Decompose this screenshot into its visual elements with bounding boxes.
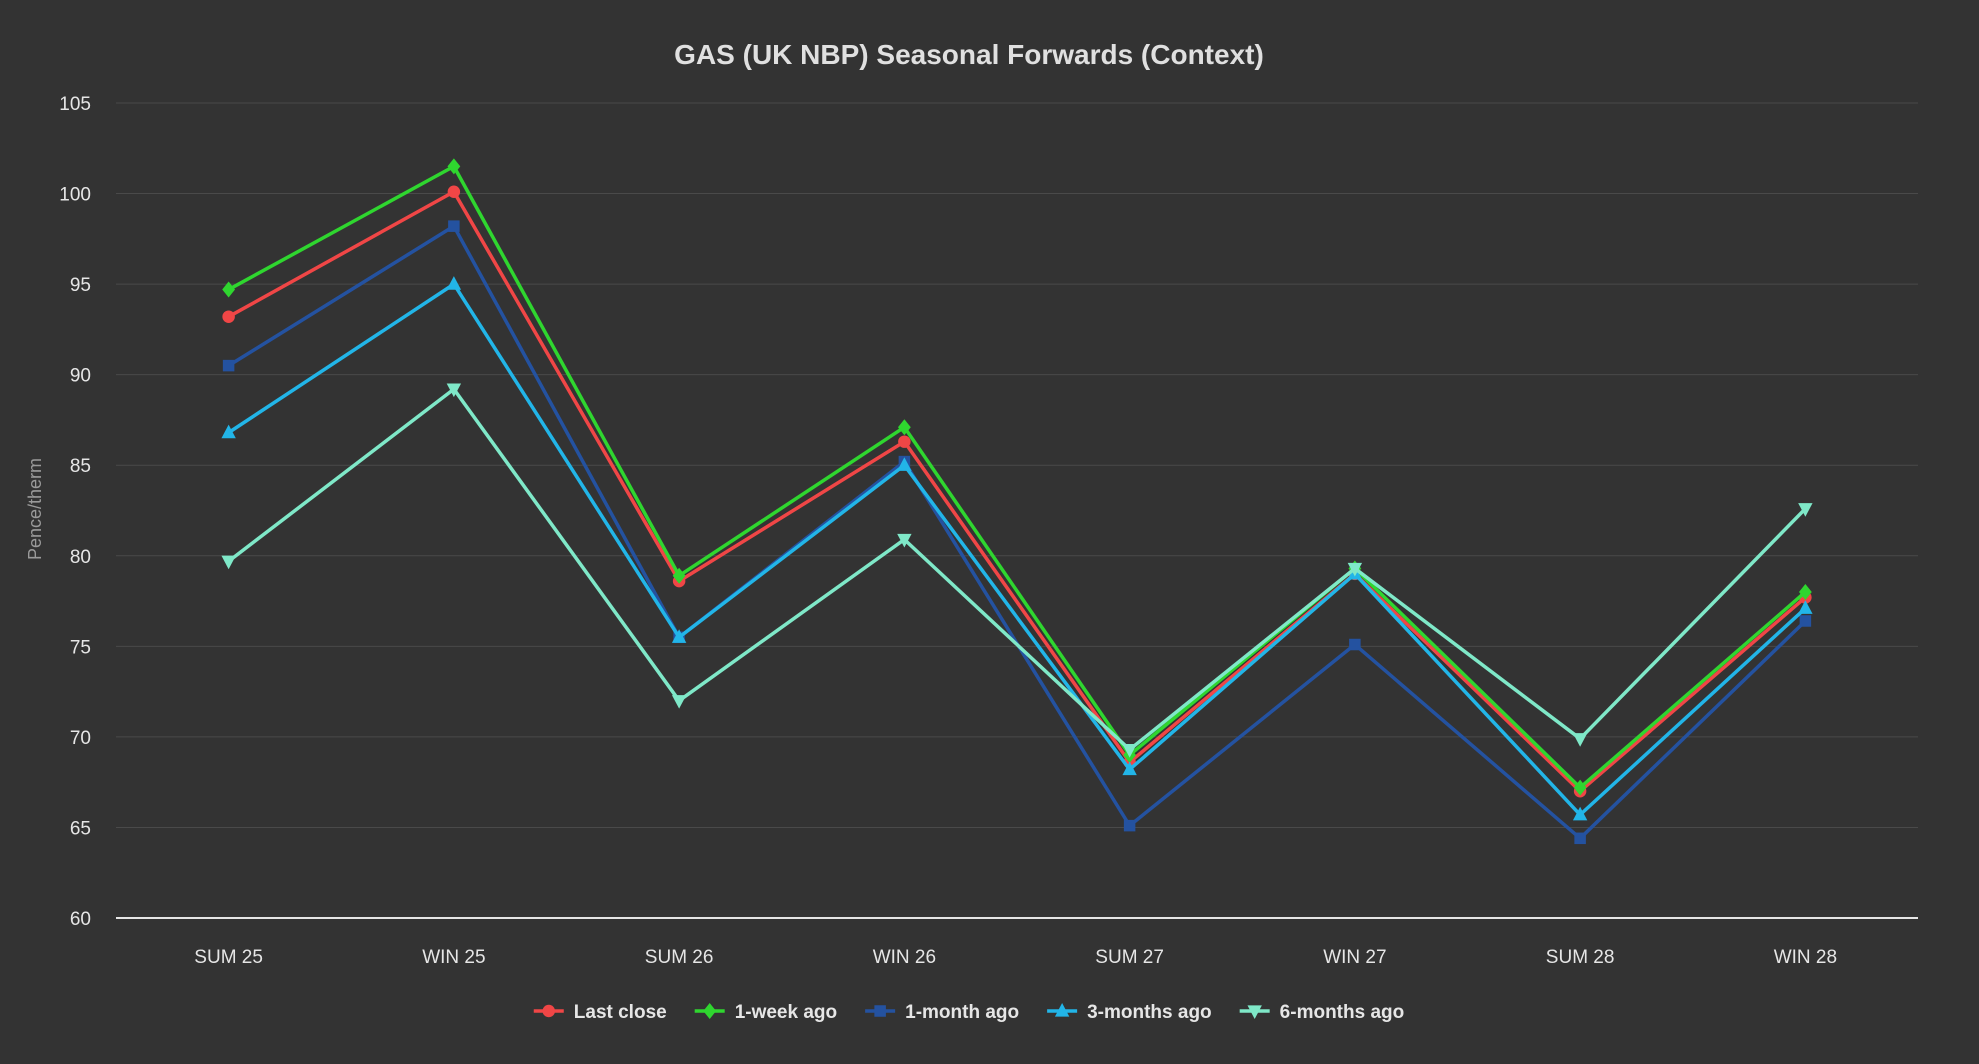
series-line-6-months-ago xyxy=(227,387,1807,752)
y-tick-label: 60 xyxy=(70,909,91,930)
series-line-1-week-ago xyxy=(227,164,1807,790)
data-point-6-months-ago xyxy=(1798,503,1813,517)
data-point-3-months-ago xyxy=(1798,600,1813,614)
data-point-1-month-ago xyxy=(1799,615,1812,627)
data-point-6-months-ago xyxy=(897,533,912,548)
legend-marker-6-months-ago xyxy=(1247,1005,1262,1019)
y-axis-ticks: 60 65 70 75 80 85 90 95 100 105 xyxy=(59,94,91,930)
y-tick-label: 70 xyxy=(70,728,91,749)
x-tick-label: SUM 26 xyxy=(645,947,714,968)
series-1-month-ago xyxy=(222,220,1812,845)
y-tick-label: 100 xyxy=(59,185,91,206)
series-last-close xyxy=(222,185,1812,798)
data-point-1-month-ago xyxy=(222,359,235,372)
y-tick-label: 80 xyxy=(70,547,91,568)
data-point-3-months-ago xyxy=(221,424,236,439)
data-point-6-months-ago xyxy=(446,383,462,398)
legend-item-3-months-ago[interactable]: 3-months ago xyxy=(1047,1002,1212,1023)
x-tick-label: SUM 28 xyxy=(1546,947,1615,968)
series-6-months-ago xyxy=(221,383,1813,758)
data-point-last-close xyxy=(222,310,235,323)
y-tick-label: 65 xyxy=(70,818,91,839)
data-point-1-week-ago xyxy=(1573,779,1587,796)
legend-label: 1-month ago xyxy=(905,1002,1019,1023)
y-tick-label: 105 xyxy=(59,94,91,115)
data-point-6-months-ago xyxy=(671,695,687,709)
data-point-1-week-ago xyxy=(447,158,461,175)
data-point-1-month-ago xyxy=(448,220,460,232)
data-point-1-week-ago xyxy=(1798,584,1812,600)
data-point-last-close xyxy=(898,435,911,448)
legend-marker-1-month-ago xyxy=(874,1005,886,1017)
y-tick-label: 75 xyxy=(70,637,91,658)
legend-item-6-months-ago[interactable]: 6-months ago xyxy=(1239,1002,1405,1023)
data-point-6-months-ago xyxy=(1572,733,1588,747)
legend-marker-1-week-ago xyxy=(703,1003,717,1019)
data-point-6-months-ago xyxy=(221,555,236,570)
data-point-3-months-ago xyxy=(897,457,912,471)
data-point-3-months-ago xyxy=(671,629,687,643)
data-point-1-week-ago xyxy=(672,567,686,584)
x-tick-label: WIN 25 xyxy=(422,947,485,968)
legend-marker-last-close xyxy=(542,1004,556,1018)
legend: Last close 1-week ago 1-month ago 3-months … xyxy=(533,1002,1405,1023)
data-point-1-week-ago xyxy=(897,419,911,436)
series-line-3-months-ago xyxy=(227,282,1807,817)
grid xyxy=(116,102,1918,919)
data-point-last-close xyxy=(447,185,461,198)
data-point-3-months-ago xyxy=(1572,806,1588,821)
data-point-1-month-ago xyxy=(1123,819,1136,832)
data-point-1-week-ago xyxy=(222,281,236,298)
data-point-6-months-ago xyxy=(1347,562,1363,577)
chart-title: GAS (UK NBP) Seasonal Forwards (Context) xyxy=(674,39,1264,70)
data-point-1-month-ago xyxy=(1574,832,1586,845)
data-point-3-months-ago xyxy=(446,276,462,290)
legend-label: 6-months ago xyxy=(1280,1002,1405,1023)
y-tick-label: 90 xyxy=(70,366,91,387)
legend-label: 1-week ago xyxy=(735,1002,837,1023)
legend-label: Last close xyxy=(574,1002,667,1023)
data-point-1-month-ago xyxy=(1349,638,1361,651)
x-tick-label: SUM 27 xyxy=(1095,947,1164,968)
y-axis-title: Pence/therm xyxy=(25,458,45,560)
y-tick-label: 95 xyxy=(70,275,91,296)
data-point-3-months-ago xyxy=(1122,761,1137,776)
series-1-week-ago xyxy=(222,158,1812,796)
x-tick-label: WIN 26 xyxy=(873,947,936,968)
y-tick-label: 85 xyxy=(70,456,91,477)
legend-marker-3-months-ago xyxy=(1054,1003,1070,1017)
x-tick-label: SUM 25 xyxy=(194,947,263,968)
x-axis-ticks: SUM 25 WIN 25 SUM 26 WIN 26 SUM 27 WIN 27 SUM … xyxy=(194,947,1837,968)
legend-item-last-close[interactable]: Last close xyxy=(533,1002,667,1023)
x-tick-label: WIN 28 xyxy=(1774,947,1837,968)
legend-item-1-month-ago[interactable]: 1-month ago xyxy=(865,1002,1019,1023)
data-point-6-months-ago xyxy=(1122,743,1137,758)
series-lines xyxy=(221,158,1813,845)
legend-label: 3-months ago xyxy=(1087,1002,1212,1023)
series-line-1-month-ago xyxy=(227,224,1807,841)
series-line-last-close xyxy=(227,189,1807,793)
x-tick-label: WIN 27 xyxy=(1323,947,1386,968)
legend-item-1-week-ago[interactable]: 1-week ago xyxy=(694,1002,837,1023)
series-3-months-ago xyxy=(221,276,1813,821)
